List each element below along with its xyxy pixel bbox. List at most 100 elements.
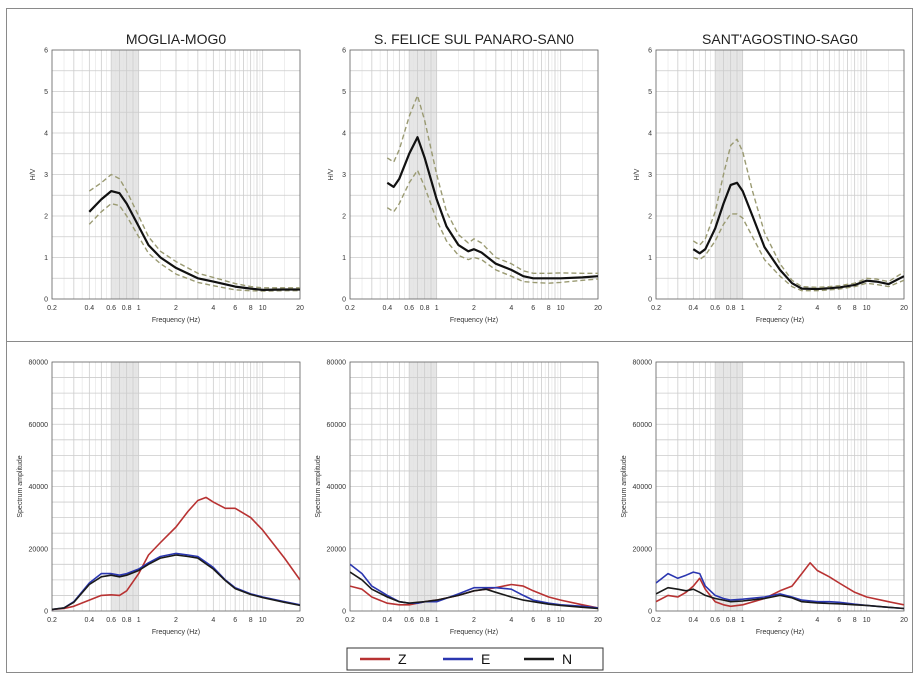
- x-tick-label: 6: [837, 305, 841, 312]
- x-tick-label: 20: [594, 617, 602, 624]
- x-tick-label: 1: [435, 305, 439, 312]
- hv-std-line: [386, 169, 598, 284]
- y-tick-label: 6: [648, 48, 652, 55]
- y-tick-label: 4: [44, 131, 48, 138]
- legend-box: [346, 647, 604, 671]
- x-tick-label: 1: [435, 617, 439, 624]
- x-tick-label: 2: [472, 305, 476, 312]
- x-tick-label: 0.6: [404, 617, 414, 624]
- x-tick-label: 8: [853, 617, 857, 624]
- plot-area-frame: [655, 49, 905, 300]
- x-tick-label: 4: [509, 305, 513, 312]
- y-tick-label: 0: [648, 609, 652, 616]
- chart-panel-3: 0 1 2 3 4 5 6 0.2 0.4 0.6 0.8 1 2 4 6 8 10 20 Frequency (H…: [634, 31, 908, 324]
- x-tick-label: 4: [211, 617, 215, 624]
- y-tick-label: 0: [342, 609, 346, 616]
- x-tick-label: 0.2: [47, 617, 57, 624]
- x-tick-label: 8: [853, 305, 857, 312]
- x-tick-label: 2: [472, 617, 476, 624]
- hv-std-line: [88, 173, 300, 289]
- plot-area-frame: [51, 49, 301, 300]
- y-axis-label: H/V: [30, 168, 37, 180]
- spectrum-line-e: [350, 563, 598, 609]
- x-tick-label: 1: [741, 617, 745, 624]
- figure-frame: [6, 8, 913, 673]
- x-tick-label: 1: [137, 617, 141, 624]
- plot-area-frame: [51, 361, 301, 612]
- x-tick-label: 0.4: [688, 617, 698, 624]
- x-tick-label: 1: [741, 305, 745, 312]
- legend-label-n: N: [562, 651, 572, 667]
- hv-mean-line: [88, 190, 300, 291]
- y-tick-label: 0: [44, 609, 48, 616]
- x-tick-label: 10: [259, 305, 267, 312]
- spectrum-line-n: [350, 571, 598, 610]
- y-axis-label: Spectrum amplitude: [621, 455, 628, 517]
- plot-area-frame: [349, 49, 599, 300]
- legend-label-e: E: [481, 651, 490, 667]
- chart-panel-2: 0 1 2 3 4 5 6 0.2 0.4 0.6 0.8 1 2 4 6 8 10 20 Frequency (H…: [328, 31, 602, 324]
- x-tick-label: 0.6: [404, 305, 414, 312]
- x-tick-label: 0.4: [688, 305, 698, 312]
- x-tick-label: 20: [900, 617, 908, 624]
- x-tick-label: 0.6: [106, 305, 116, 312]
- y-tick-label: 3: [342, 172, 346, 179]
- x-axis-label: Frequency (Hz): [450, 317, 498, 324]
- x-tick-label: 0.8: [726, 617, 736, 624]
- x-tick-label: 20: [594, 305, 602, 312]
- y-tick-label: 3: [44, 172, 48, 179]
- x-tick-label: 2: [174, 617, 178, 624]
- x-tick-label: 4: [509, 617, 513, 624]
- y-tick-label: 0: [44, 297, 48, 304]
- hv-std-line: [692, 138, 904, 289]
- y-tick-label: 20000: [327, 546, 347, 553]
- y-tick-label: 6: [342, 48, 346, 55]
- y-tick-label: 40000: [633, 484, 653, 491]
- x-tick-label: 8: [547, 617, 551, 624]
- x-tick-label: 2: [778, 305, 782, 312]
- x-tick-label: 10: [863, 617, 871, 624]
- y-tick-label: 1: [44, 255, 48, 262]
- x-tick-label: 6: [837, 617, 841, 624]
- hv-std-line: [88, 202, 300, 292]
- panel-title: SANT'AGOSTINO-SAG0: [702, 31, 858, 47]
- x-tick-label: 1: [137, 305, 141, 312]
- y-tick-label: 1: [342, 255, 346, 262]
- x-tick-label: 6: [531, 617, 535, 624]
- y-tick-label: 80000: [633, 360, 653, 367]
- x-tick-label: 4: [815, 305, 819, 312]
- y-tick-label: 60000: [29, 422, 49, 429]
- x-tick-label: 0.6: [106, 617, 116, 624]
- plot-area-frame: [349, 361, 599, 612]
- x-tick-label: 0.2: [345, 617, 355, 624]
- y-tick-label: 0: [648, 297, 652, 304]
- panel-title: S. FELICE SUL PANARO-SAN0: [374, 31, 574, 47]
- x-tick-label: 0.8: [420, 617, 430, 624]
- y-axis-label: Spectrum amplitude: [17, 455, 24, 517]
- spectrum-line-z: [52, 496, 300, 611]
- x-tick-label: 20: [296, 617, 304, 624]
- plot-area-frame: [655, 361, 905, 612]
- y-tick-label: 40000: [29, 484, 49, 491]
- hv-mean-line: [386, 136, 598, 280]
- y-tick-label: 3: [648, 172, 652, 179]
- x-tick-label: 6: [531, 305, 535, 312]
- y-tick-label: 20000: [29, 546, 49, 553]
- x-tick-label: 0.8: [122, 617, 132, 624]
- hv-mean-line: [692, 181, 904, 291]
- x-axis-label: Frequency (Hz): [756, 317, 804, 324]
- x-axis-label: Frequency (Hz): [450, 629, 498, 636]
- x-tick-label: 4: [815, 617, 819, 624]
- y-axis-label: H/V: [328, 168, 335, 180]
- x-tick-label: 2: [778, 617, 782, 624]
- spectrum-line-e: [656, 571, 904, 610]
- x-tick-label: 0.2: [651, 617, 661, 624]
- y-tick-label: 4: [648, 131, 652, 138]
- chart-panel-1: 0 1 2 3 4 5 6 0.2 0.4 0.6 0.8 1 2 4 6 8 10 20 Frequency (H…: [30, 31, 304, 324]
- x-tick-label: 8: [249, 305, 253, 312]
- x-tick-label: 6: [233, 305, 237, 312]
- x-axis-label: Frequency (Hz): [152, 317, 200, 324]
- chart-panel-5: 0 20000 40000 60000 80000 0.2 0.4 0.6 0.8 1 2 4 6 8 10…: [315, 360, 602, 637]
- x-tick-label: 0.8: [726, 305, 736, 312]
